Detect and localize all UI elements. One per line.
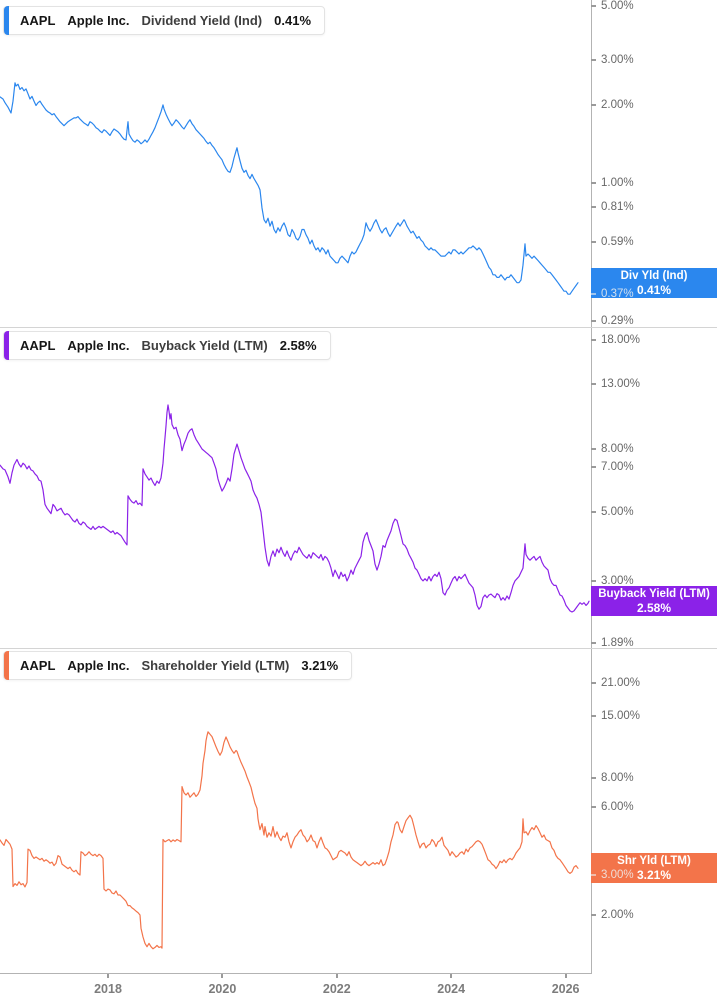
x-year-label: 2024 <box>437 982 466 996</box>
metric-value: 3.21% <box>301 658 339 673</box>
y-tick-mark <box>591 511 596 514</box>
y-tick-label: 5.00% <box>601 0 634 12</box>
badge-metric-label: Shr Yld (LTM) <box>617 854 691 867</box>
x-tick-mark <box>335 974 338 978</box>
y-axis-zoom-region[interactable] <box>592 0 717 973</box>
x-year-label: 2022 <box>322 982 351 996</box>
ticker-label: AAPL <box>20 658 56 673</box>
metric-label: Shareholder Yield (LTM) <box>141 658 290 673</box>
y-tick-label: 3.00% <box>601 574 634 587</box>
y-tick-label: 1.00% <box>601 177 634 189</box>
badge-metric-label: Buyback Yield (LTM) <box>598 587 710 600</box>
y-tick-label: 7.00% <box>601 460 634 473</box>
x-year-label: 2026 <box>551 982 580 996</box>
y-tick-label: 0.29% <box>601 315 634 328</box>
x-tick-mark <box>221 974 224 978</box>
y-tick-label: 0.37% <box>601 288 634 301</box>
bottom-x-axis-line <box>0 973 592 974</box>
x-tick-mark <box>564 974 567 978</box>
y-tick-label: 0.59% <box>601 236 634 248</box>
badge-value-label: 2.58% <box>636 600 672 615</box>
last-value-badge-div-yld: Div Yld (Ind) 0.41% <box>591 268 717 298</box>
metric-value: 0.41% <box>274 13 312 28</box>
y-tick-mark <box>591 338 596 341</box>
y-tick-mark <box>591 104 596 107</box>
x-year-label: 2020 <box>208 982 237 996</box>
y-tick-label: 6.00% <box>601 800 634 813</box>
y-tick-mark <box>591 382 596 385</box>
y-tick-mark <box>591 293 596 296</box>
y-tick-mark <box>591 59 596 62</box>
y-tick-label: 15.00% <box>601 710 641 723</box>
metric-value: 2.58% <box>279 338 317 353</box>
x-tick-mark <box>107 974 109 978</box>
series-line-1 <box>0 404 590 613</box>
company-label: Apple Inc. <box>67 338 130 353</box>
series-line-0 <box>0 82 579 295</box>
series-chip-dividend-yield[interactable]: AAPL Apple Inc. Dividend Yield (Ind) 0.4… <box>3 6 326 35</box>
y-tick-label: 8.00% <box>601 772 634 785</box>
y-tick-label: 8.00% <box>601 443 634 455</box>
y-tick-mark <box>591 642 596 644</box>
y-tick-mark <box>591 914 596 916</box>
ticker-label: AAPL <box>20 338 56 353</box>
y-tick-mark <box>591 182 596 184</box>
last-value-badge-shr-yld: Shr Yld (LTM) 3.21% <box>591 853 717 883</box>
y-tick-mark <box>591 579 596 582</box>
y-tick-mark <box>591 777 596 780</box>
panel-separator <box>0 648 717 649</box>
company-label: Apple Inc. <box>67 658 130 673</box>
y-tick-mark <box>591 205 596 208</box>
y-tick-label: 5.00% <box>601 506 634 519</box>
series-line-2 <box>0 731 579 950</box>
y-tick-mark <box>591 465 596 468</box>
x-year-label: 2018 <box>94 982 122 996</box>
y-tick-label: 21.00% <box>601 676 641 689</box>
ticker-label: AAPL <box>20 13 56 28</box>
last-value-badge-buyback-yield: Buyback Yield (LTM) 2.58% <box>591 586 717 616</box>
y-tick-mark <box>591 715 596 718</box>
y-tick-label: 3.00% <box>601 54 634 67</box>
y-tick-mark <box>591 5 596 7</box>
metric-label: Buyback Yield (LTM) <box>141 338 268 353</box>
y-tick-label: 18.00% <box>601 333 641 346</box>
company-label: Apple Inc. <box>67 13 130 28</box>
y-tick-mark <box>591 448 596 450</box>
right-y-axis-line <box>591 0 592 973</box>
y-tick-label: 1.89% <box>601 637 634 649</box>
panel-separator <box>0 327 717 328</box>
series-color-bar <box>4 651 9 680</box>
series-color-bar <box>4 6 9 35</box>
y-tick-label: 0.81% <box>601 200 634 213</box>
badge-value-label: 0.41% <box>636 282 672 297</box>
y-tick-mark <box>591 241 596 243</box>
y-tick-label: 2.00% <box>601 909 634 921</box>
series-chip-buyback-yield[interactable]: AAPL Apple Inc. Buyback Yield (LTM) 2.58… <box>3 331 331 360</box>
y-tick-mark <box>591 873 596 876</box>
x-tick-mark <box>450 974 453 978</box>
series-color-bar <box>4 331 9 360</box>
y-tick-mark <box>591 805 596 808</box>
y-tick-mark <box>591 681 596 684</box>
y-tick-label: 2.00% <box>601 99 634 112</box>
y-tick-label: 3.00% <box>601 868 634 881</box>
badge-metric-label: Div Yld (Ind) <box>620 269 688 282</box>
series-chip-shareholder-yield[interactable]: AAPL Apple Inc. Shareholder Yield (LTM) … <box>3 651 353 680</box>
y-tick-mark <box>591 320 596 323</box>
badge-value-label: 3.21% <box>636 867 672 882</box>
metric-label: Dividend Yield (Ind) <box>141 13 263 28</box>
y-tick-label: 13.00% <box>601 377 641 390</box>
